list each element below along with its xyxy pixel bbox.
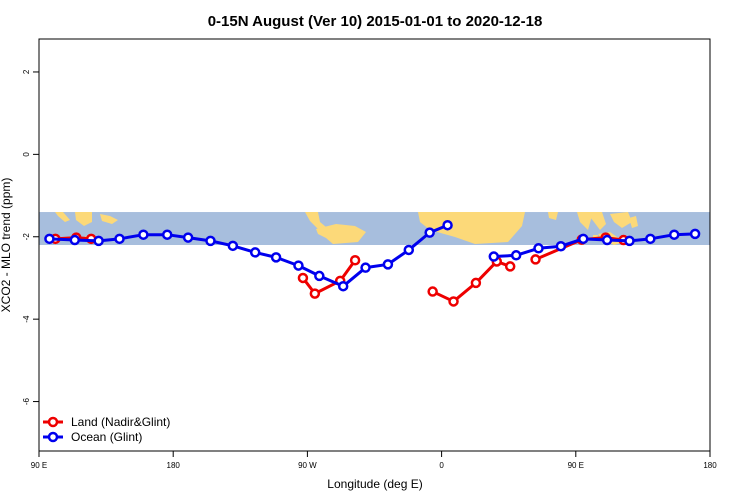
map-land-southeast-asia [586,212,606,231]
data-point [337,280,349,292]
data-point [530,254,541,265]
y-tick-label: -4 [22,315,31,323]
data-point [488,251,500,262]
data-point [205,235,216,247]
data-point [624,235,635,247]
x-tick-label: 180 [167,461,181,470]
data-point [668,229,680,240]
map-land-sumatra [55,212,70,223]
map-land-philippines [629,216,638,229]
data-point [114,233,125,245]
data-point [403,244,415,256]
legend-label: Land (Nadir&Glint) [71,415,170,429]
series-line [493,232,696,259]
x-axis: 90 E 180 90 W 0 90 E 180 [31,451,717,470]
data-point [470,277,482,289]
series-ocean [44,219,701,292]
data-point [69,234,81,246]
series-layer [44,219,701,307]
data-point [382,259,394,270]
x-tick-label: 90 E [568,461,584,470]
y-tick-label: -2 [22,233,31,241]
plot-frame [38,38,711,452]
data-point [293,260,304,271]
map-land-south-america [316,224,366,245]
data-point [249,247,261,258]
legend-marker [47,416,59,428]
data-point [504,261,516,272]
y-tick-label: -6 [22,397,31,405]
data-point [533,243,544,254]
data-point [360,262,371,273]
data-point [349,254,361,266]
x-tick-label: 90 E [31,461,47,470]
data-point [270,252,282,263]
map-land-india-south [577,212,593,231]
data-point [510,250,522,261]
y-axis: 2 0 -2 -4 -6 [22,69,39,405]
data-point [309,288,321,299]
y-tick-label: 2 [22,69,31,74]
chart-title: 0-15N August (Ver 10) 2015-01-01 to 2020… [208,13,543,30]
map-land-borneo [75,212,92,227]
map-land-africa [418,212,525,245]
x-tick-label: 0 [439,461,444,470]
legend: Land (Nadir&Glint)Ocean (Glint) [43,415,170,444]
data-point [645,233,656,245]
data-point [689,228,701,240]
map-land-central-america [305,212,326,230]
data-point [44,233,55,245]
data-point [138,229,149,240]
x-axis-label: Longitude (deg E) [327,477,422,491]
legend-marker [47,431,59,443]
data-point [555,240,567,252]
data-point [578,233,589,245]
world-map-band [39,212,710,245]
data-point [442,219,453,231]
x-tick-label: 180 [703,461,717,470]
data-point [161,229,173,240]
map-land-arabia-gulf [548,212,558,221]
legend-label: Ocean (Glint) [71,430,142,444]
data-point [314,270,325,282]
series-line [301,259,357,296]
data-point [297,272,309,284]
y-tick-label: 0 [22,152,31,157]
data-point [227,240,239,252]
map-land-borneo-east [610,212,632,229]
data-point [427,286,438,297]
y-axis-label: XCO2 - MLO trend (ppm) [0,178,13,313]
map-land-new-guinea [100,214,118,225]
data-point [93,235,104,247]
data-point [448,296,459,307]
x-tick-label: 90 W [298,461,317,470]
data-point [601,234,613,246]
data-point [424,227,435,238]
data-point [182,232,194,243]
